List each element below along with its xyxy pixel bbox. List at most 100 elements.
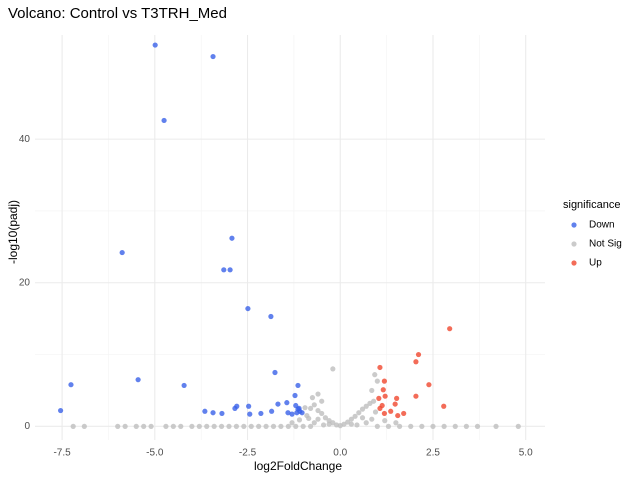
point [408,423,414,429]
point [319,410,325,417]
point [302,405,308,411]
point [392,401,398,407]
point [374,423,380,429]
y-tick-label: 20 [19,277,31,288]
point [70,423,76,429]
point [210,410,216,416]
point [426,382,432,388]
legend-marker [571,260,577,266]
point [57,407,64,414]
point [307,405,314,412]
point [377,405,383,412]
point [493,423,499,429]
point [289,420,295,426]
point [311,420,317,426]
point [419,423,425,429]
legend-label: Not Sig [589,239,622,250]
y-tick-label: 0 [24,421,30,432]
point [376,395,382,401]
point [441,423,447,429]
point [380,387,386,393]
point [299,410,305,416]
point [415,351,422,358]
point [292,392,298,399]
point [374,378,380,384]
point [309,395,316,401]
point [359,415,366,421]
point [115,423,121,429]
point [161,117,167,124]
point [413,359,419,365]
point [211,423,217,429]
point [218,423,225,429]
point [322,415,329,421]
y-axis-label: -log10(padj) [6,200,20,264]
point [268,313,274,320]
point [393,420,399,426]
point [245,305,251,312]
x-tick-label: -7.5 [53,448,71,459]
legend-marker [571,241,577,247]
point [284,400,290,406]
point [275,401,281,407]
legend-marker [571,222,577,228]
point [119,249,125,256]
point [463,423,469,429]
point [397,423,403,429]
point [306,415,312,422]
point [326,421,332,427]
x-tick-label: 5.0 [519,448,533,459]
point [300,423,306,429]
point [315,416,321,422]
legend-label: Up [589,258,602,269]
x-tick-label: 2.5 [426,448,440,459]
point [369,416,375,422]
point [293,423,299,429]
point [315,407,321,414]
point [348,421,354,427]
point [247,411,253,417]
point [229,235,235,241]
point [377,364,383,371]
point [248,423,254,429]
point [348,416,354,422]
legend-label: Down [589,220,615,231]
point [272,369,278,376]
point [269,408,275,414]
point [68,382,74,388]
point [441,403,447,409]
point [352,413,358,419]
point [474,423,481,429]
point [447,326,453,332]
point [315,391,321,397]
point [196,423,202,429]
x-tick-label: -2.5 [239,448,257,459]
point [163,423,169,429]
legend-title: significance [563,199,620,211]
point [285,410,291,416]
point [381,410,387,417]
x-axis-label: log2FoldChange [254,459,342,473]
point [372,372,378,378]
point [515,423,521,429]
point [122,423,128,429]
point [359,406,366,412]
point [256,423,262,429]
point [296,417,303,423]
point [296,405,302,412]
point [285,423,291,429]
point [178,423,184,429]
point [181,382,187,389]
point [388,408,394,414]
point [227,267,233,273]
point [369,387,375,394]
point [258,410,264,417]
point [141,423,147,429]
point [319,398,325,404]
point [278,423,284,429]
point [204,423,210,429]
point [202,408,208,414]
chart-title: Volcano: Control vs T3TRH_Med [8,5,227,22]
point [189,423,195,429]
point [381,378,387,384]
